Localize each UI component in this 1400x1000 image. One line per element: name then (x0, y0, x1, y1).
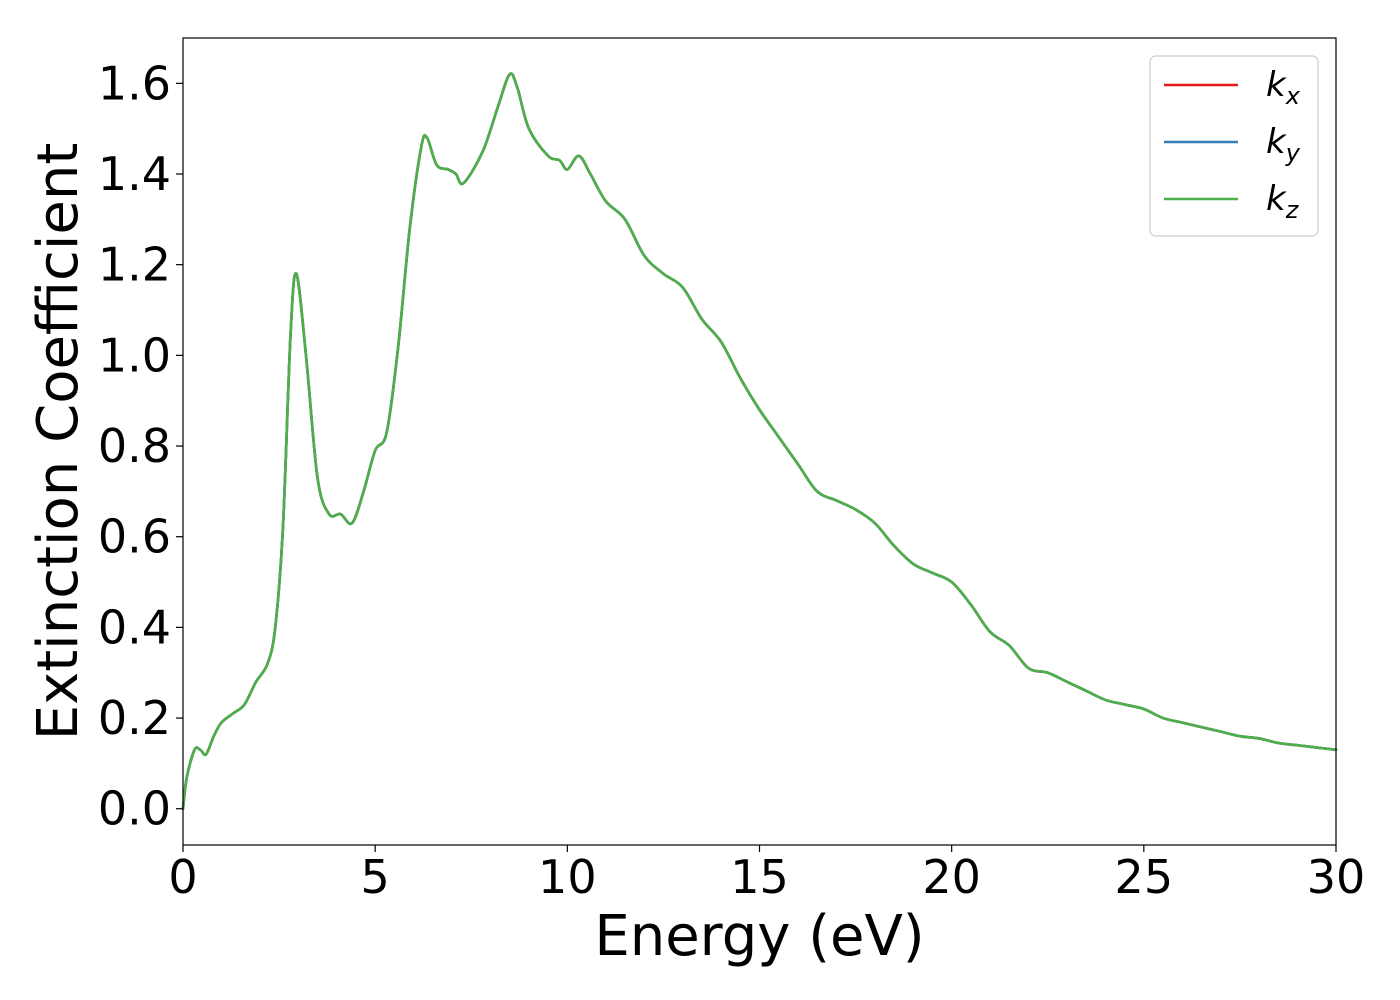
x-tick-label: 10 (538, 850, 597, 904)
x-tick-label: 5 (361, 850, 390, 904)
x-axis-ticks: 0 5 10 15 20 25 30 (168, 845, 1365, 904)
y-tick-label: 1.6 (98, 56, 171, 110)
x-tick-label: 30 (1307, 850, 1366, 904)
legend-label-ky: ky (1266, 122, 1301, 167)
plot-area-group (183, 38, 1336, 845)
legend-box (1149, 55, 1319, 237)
legend-label-kz: kz (1266, 179, 1300, 224)
series-line-kz (181, 72, 1338, 811)
y-tick-label: 0.2 (98, 691, 171, 745)
y-tick-label: 1.4 (98, 147, 171, 201)
plot-area (183, 38, 1336, 845)
y-axis-title: Extinction Coefficient (26, 143, 91, 741)
legend: kx ky kz (1149, 55, 1319, 237)
y-tick-label: 1.2 (98, 238, 171, 292)
legend-label-kx: kx (1266, 65, 1301, 110)
y-tick-label: 0.4 (98, 600, 171, 654)
y-tick-label: 0.0 (98, 782, 171, 836)
x-tick-label: 20 (922, 850, 981, 904)
y-axis-ticks: 0.0 0.2 0.4 0.6 0.8 1.0 1.2 1.4 1.6 (98, 56, 183, 836)
x-tick-label: 25 (1115, 850, 1174, 904)
series-layer (181, 72, 1338, 811)
x-tick-label: 0 (168, 850, 197, 904)
y-tick-label: 1.0 (98, 328, 171, 382)
y-tick-label: 0.8 (98, 419, 171, 473)
y-tick-label: 0.6 (98, 510, 171, 564)
x-axis-title: Energy (eV) (594, 904, 924, 969)
x-tick-label: 15 (730, 850, 789, 904)
